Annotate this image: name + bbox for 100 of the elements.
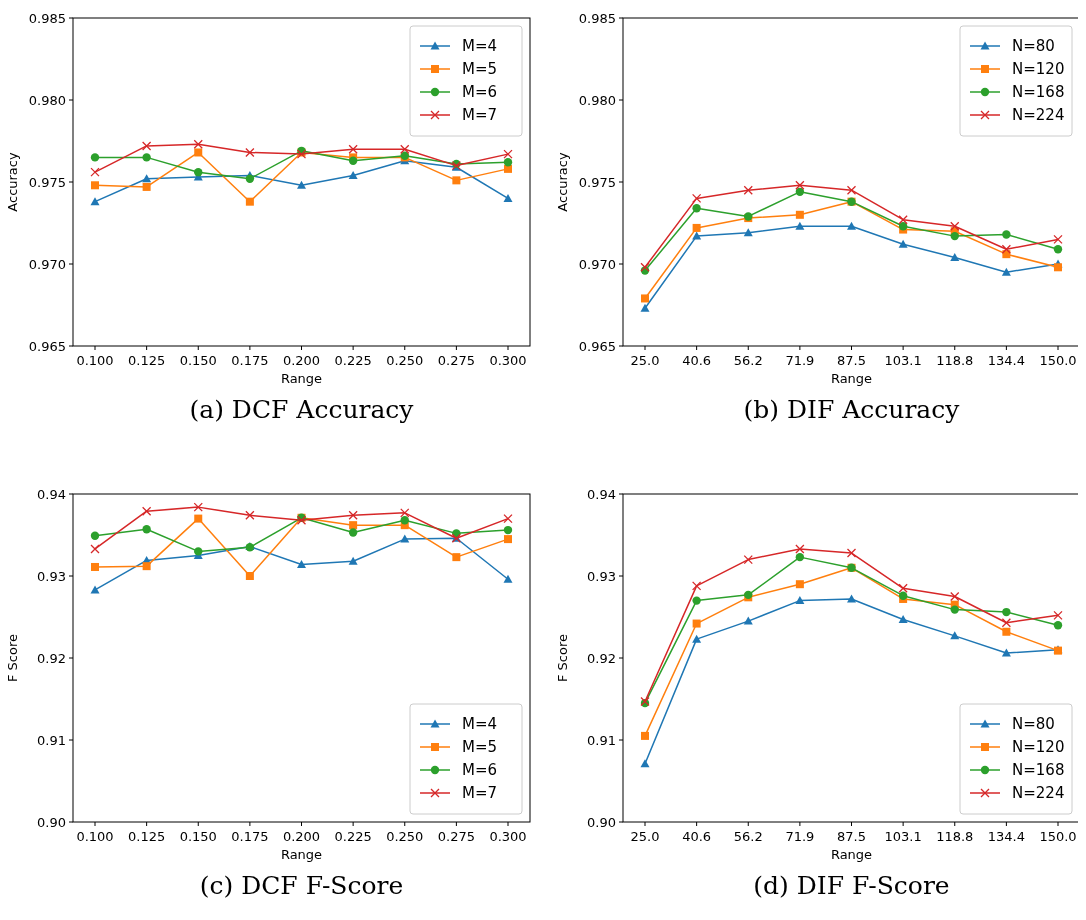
legend-label: N=168: [1012, 761, 1065, 780]
y-axis-title: F Score: [5, 633, 20, 683]
y-tick-label: 0.90: [587, 814, 616, 830]
x-tick-label: 0.225: [334, 353, 372, 368]
x-tick-label: 56.2: [733, 353, 763, 368]
x-tick-label: 25.0: [630, 829, 660, 844]
legend-label: M=4: [462, 37, 498, 56]
point: [348, 510, 358, 520]
point: [504, 164, 512, 173]
x-tick-label: 0.225: [334, 829, 372, 844]
text: (c) DCF F-Score: [199, 871, 404, 900]
y-tick-label: 0.975: [578, 174, 616, 190]
point: [950, 252, 960, 261]
point: [194, 514, 203, 523]
x-tick-label: 134.4: [987, 829, 1025, 844]
point: [245, 572, 254, 580]
point: [795, 544, 805, 554]
point: [142, 174, 152, 183]
x-tick-label: 0.275: [437, 353, 475, 368]
point: [400, 144, 410, 154]
point: [641, 731, 649, 740]
point: [245, 174, 255, 183]
point: [1053, 245, 1063, 254]
x-tick-label: 87.5: [837, 829, 866, 844]
y-tick-label: 0.985: [28, 10, 66, 26]
point: [297, 560, 306, 569]
point: [90, 197, 100, 206]
point: [142, 182, 151, 191]
legend-label: M=4: [462, 715, 498, 734]
point: [90, 167, 100, 177]
legend-label: N=224: [1012, 784, 1065, 803]
y-axis-title: F Score: [555, 633, 570, 683]
point: [245, 197, 254, 206]
point: [795, 580, 804, 589]
y-tick-label: 0.980: [578, 92, 616, 108]
legend-label: M=7: [462, 784, 498, 803]
point: [194, 148, 203, 157]
x-tick-label: 0.175: [231, 829, 269, 844]
point: [348, 556, 358, 565]
point: [898, 614, 908, 623]
point: [503, 193, 513, 202]
point: [193, 139, 203, 149]
point: [898, 239, 908, 248]
point: [641, 294, 649, 303]
point: [503, 158, 513, 167]
point: [141, 141, 152, 151]
text: (d) DIF F-Score: [753, 871, 950, 900]
y-tick-label: 0.90: [37, 814, 66, 830]
point: [348, 170, 358, 179]
point: [1001, 618, 1012, 628]
point: [503, 574, 513, 583]
point: [898, 583, 908, 593]
x-tick-label: 118.8: [936, 829, 974, 844]
x-tick-label: 25.0: [630, 353, 660, 368]
point: [795, 552, 805, 562]
point: [400, 516, 409, 525]
point: [90, 544, 100, 554]
x-tick-label: 0.125: [128, 829, 166, 844]
point: [692, 596, 701, 605]
point: [898, 215, 908, 225]
y-tick-label: 0.92: [587, 650, 616, 666]
point: [795, 180, 805, 190]
point: [692, 204, 701, 213]
point: [846, 548, 857, 558]
text: (b) DIF Accuracy: [743, 395, 961, 424]
point: [692, 619, 701, 628]
x-tick-label: 134.4: [987, 353, 1025, 368]
legend-label: M=7: [462, 106, 498, 125]
point: [1002, 607, 1011, 617]
point: [950, 605, 959, 614]
point: [795, 210, 804, 219]
point: [194, 167, 203, 177]
x-tick-label: 0.150: [179, 829, 217, 844]
point: [142, 562, 151, 571]
point: [1001, 648, 1011, 657]
x-tick-label: 0.150: [179, 353, 217, 368]
x-tick-label: 118.8: [936, 353, 974, 368]
y-tick-label: 0.970: [578, 256, 616, 272]
point: [1053, 621, 1063, 630]
x-tick-label: 0.250: [386, 353, 424, 368]
y-axis-title: Accuracy: [5, 152, 20, 212]
y-tick-label: 0.94: [587, 486, 616, 502]
point: [91, 562, 99, 571]
x-axis-title: Range: [280, 847, 323, 862]
y-axis-title: Accuracy: [555, 152, 570, 212]
point: [1002, 230, 1011, 239]
point: [691, 193, 702, 204]
point: [194, 547, 203, 556]
y-tick-label: 0.94: [37, 486, 66, 502]
point: [348, 144, 358, 154]
x-tick-label: 40.6: [682, 353, 712, 368]
point: [847, 221, 856, 230]
x-tick-label: 40.6: [682, 829, 712, 844]
y-tick-label: 0.985: [578, 10, 616, 26]
point: [1001, 244, 1012, 254]
point: [640, 262, 650, 272]
legend-label: N=224: [1012, 106, 1065, 125]
x-tick-label: 0.300: [489, 353, 527, 368]
point: [950, 231, 959, 241]
x-tick-label: 0.125: [128, 353, 166, 368]
